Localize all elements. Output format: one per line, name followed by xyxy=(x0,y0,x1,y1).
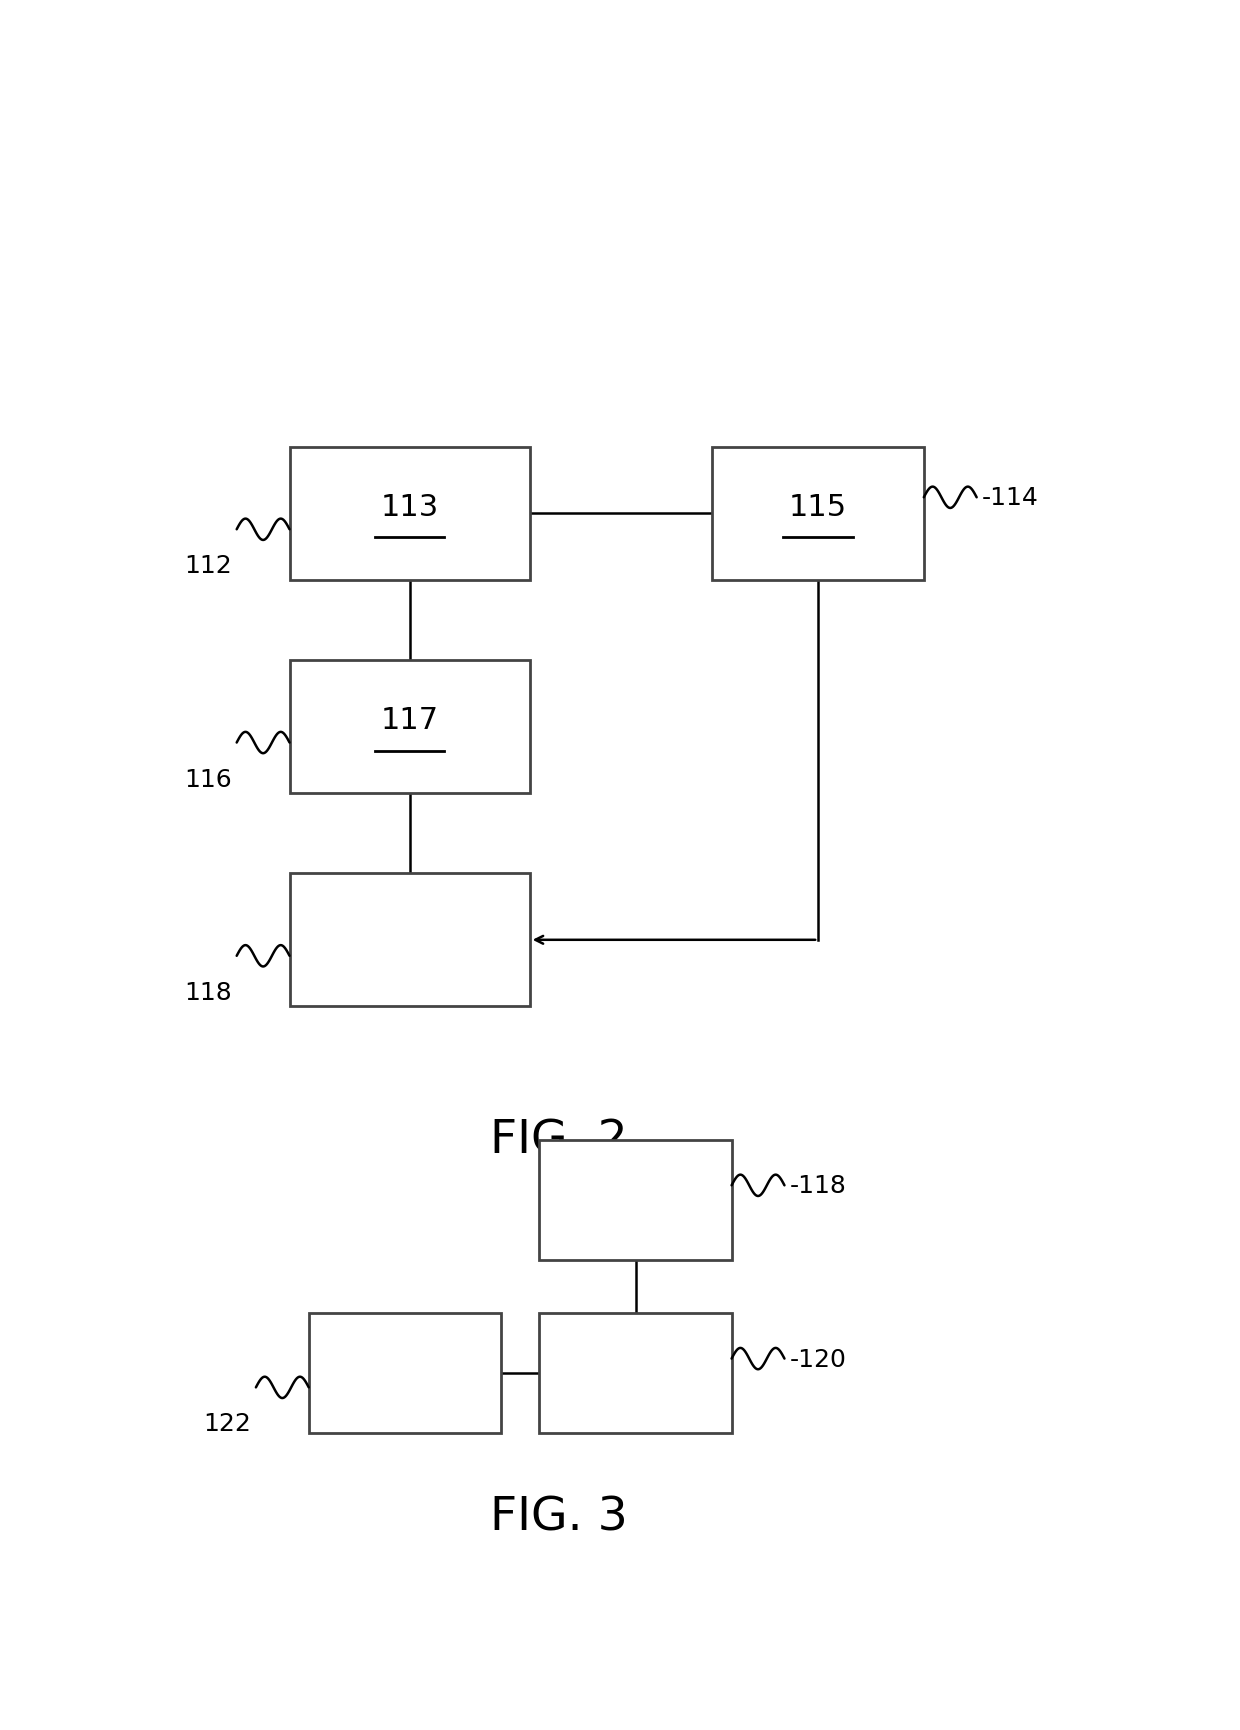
Bar xyxy=(309,1313,501,1432)
Text: -120: -120 xyxy=(790,1348,846,1370)
Text: 117: 117 xyxy=(381,706,439,735)
Bar xyxy=(290,661,529,794)
Text: -118: -118 xyxy=(790,1173,846,1197)
Text: 113: 113 xyxy=(381,493,439,522)
Text: -114: -114 xyxy=(982,486,1038,510)
Text: 122: 122 xyxy=(203,1412,250,1436)
Text: 116: 116 xyxy=(184,766,232,791)
Bar xyxy=(712,448,924,581)
Text: 118: 118 xyxy=(184,981,232,1003)
Text: FIG. 2: FIG. 2 xyxy=(490,1118,627,1163)
Bar xyxy=(539,1140,732,1259)
Text: 112: 112 xyxy=(184,554,232,578)
Bar xyxy=(290,874,529,1007)
Bar xyxy=(290,448,529,581)
Text: FIG. 3: FIG. 3 xyxy=(490,1495,627,1540)
Bar xyxy=(539,1313,732,1432)
Text: 115: 115 xyxy=(789,493,847,522)
